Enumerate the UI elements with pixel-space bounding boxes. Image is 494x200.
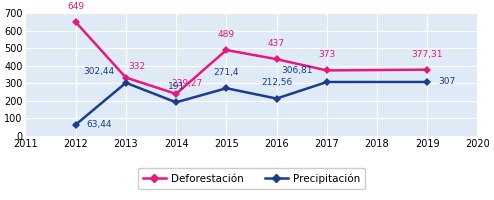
- Precipitación: [123, 82, 129, 84]
- Precipitación: [274, 97, 280, 100]
- Deforestación: [73, 21, 79, 23]
- Text: 306,81: 306,81: [282, 66, 313, 75]
- Precipitación: [73, 124, 79, 126]
- Deforestación: [324, 69, 330, 72]
- Deforestación: [274, 58, 280, 60]
- Text: 307: 307: [438, 77, 455, 86]
- Precipitación: [324, 81, 330, 83]
- Deforestación: [123, 76, 129, 79]
- Precipitación: [173, 101, 179, 104]
- Text: 63,44: 63,44: [87, 120, 112, 129]
- Text: 373: 373: [318, 50, 335, 59]
- Precipitación: [223, 87, 229, 89]
- Deforestación: [223, 49, 229, 51]
- Deforestación: [424, 68, 430, 71]
- Text: 649: 649: [67, 2, 84, 11]
- Line: Precipitación: Precipitación: [73, 79, 430, 128]
- Text: 332: 332: [128, 62, 146, 71]
- Line: Deforestación: Deforestación: [73, 19, 430, 97]
- Text: 239,27: 239,27: [171, 79, 203, 88]
- Text: 271,4: 271,4: [213, 68, 239, 77]
- Deforestación: [173, 93, 179, 95]
- Text: 377,31: 377,31: [412, 50, 443, 59]
- Text: 212,56: 212,56: [261, 78, 292, 87]
- Text: 302,44: 302,44: [83, 67, 115, 76]
- Legend: Deforestación, Precipitación: Deforestación, Precipitación: [138, 168, 365, 189]
- Text: 489: 489: [218, 30, 235, 39]
- Precipitación: [424, 81, 430, 83]
- Text: 191: 191: [167, 82, 185, 91]
- Text: 437: 437: [268, 39, 285, 48]
